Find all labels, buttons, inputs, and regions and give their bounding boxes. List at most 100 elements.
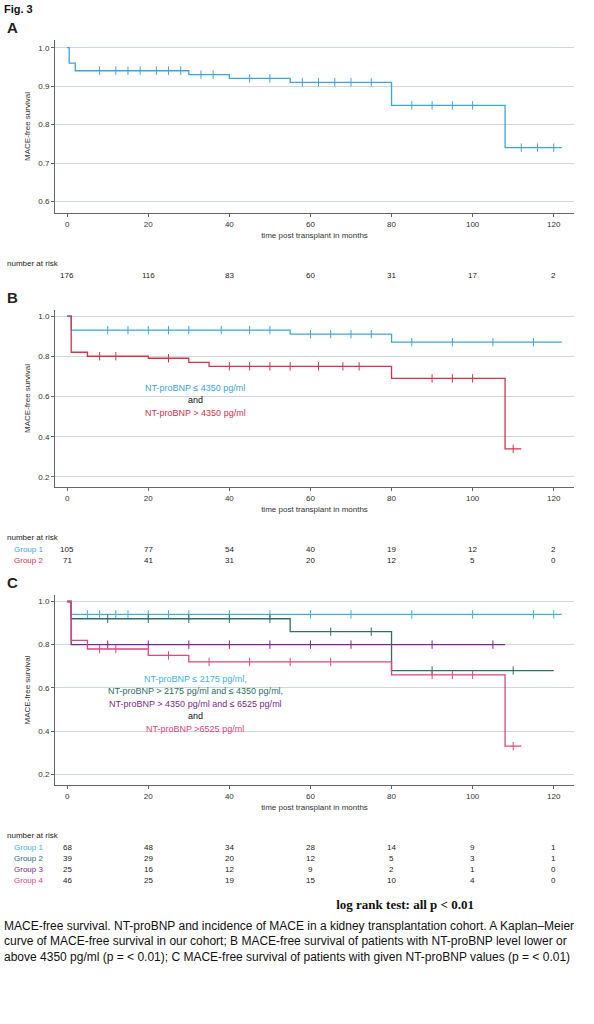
svg-text:25: 25: [144, 876, 153, 885]
svg-text:39: 39: [63, 854, 72, 863]
svg-text:120: 120: [547, 792, 561, 801]
svg-text:20: 20: [306, 556, 315, 565]
svg-text:0.6: 0.6: [38, 197, 50, 206]
svg-text:0.9: 0.9: [38, 82, 50, 91]
svg-text:1: 1: [551, 854, 556, 863]
svg-text:0: 0: [65, 792, 70, 801]
svg-text:2: 2: [551, 271, 556, 280]
svg-text:number at risk: number at risk: [7, 259, 59, 268]
svg-text:0: 0: [65, 220, 70, 229]
svg-text:80: 80: [387, 494, 396, 503]
svg-text:number at risk: number at risk: [7, 831, 59, 840]
svg-text:0.2: 0.2: [38, 473, 50, 482]
svg-text:MACE-free survival: MACE-free survival: [23, 655, 32, 724]
svg-text:14: 14: [387, 843, 396, 852]
svg-text:time post transplant in months: time post transplant in months: [261, 505, 368, 514]
svg-text:NT-proBNP >6525 pg/ml: NT-proBNP >6525 pg/ml: [146, 724, 244, 734]
svg-text:0.8: 0.8: [38, 120, 50, 129]
svg-text:Group 4: Group 4: [14, 876, 43, 885]
svg-text:20: 20: [225, 854, 234, 863]
svg-text:2: 2: [389, 865, 394, 874]
svg-text:Group 1: Group 1: [14, 545, 43, 554]
svg-text:176: 176: [60, 271, 74, 280]
svg-text:Group 1: Group 1: [14, 843, 43, 852]
svg-text:Group 3: Group 3: [14, 865, 43, 874]
svg-text:60: 60: [306, 792, 315, 801]
svg-text:17: 17: [468, 271, 477, 280]
svg-text:C: C: [7, 574, 18, 591]
svg-text:71: 71: [63, 556, 72, 565]
svg-text:46: 46: [63, 876, 72, 885]
svg-text:0.7: 0.7: [38, 159, 50, 168]
svg-text:100: 100: [466, 494, 480, 503]
svg-text:1: 1: [470, 865, 475, 874]
svg-text:83: 83: [225, 271, 234, 280]
svg-text:0.6: 0.6: [38, 684, 50, 693]
svg-text:41: 41: [144, 556, 153, 565]
svg-text:number at risk: number at risk: [7, 533, 59, 542]
svg-text:60: 60: [306, 271, 315, 280]
svg-text:20: 20: [144, 220, 153, 229]
svg-text:77: 77: [144, 545, 153, 554]
svg-text:40: 40: [225, 494, 234, 503]
svg-text:NT-proBNP > 2175 pg/ml and ≤ 4: NT-proBNP > 2175 pg/ml and ≤ 4350 pg/ml,: [108, 686, 283, 696]
svg-text:20: 20: [144, 494, 153, 503]
svg-text:15: 15: [306, 876, 315, 885]
svg-text:Group 2: Group 2: [14, 556, 43, 565]
svg-text:3: 3: [470, 854, 475, 863]
svg-text:Group 2: Group 2: [14, 854, 43, 863]
svg-text:120: 120: [547, 494, 561, 503]
svg-text:12: 12: [387, 556, 396, 565]
svg-text:28: 28: [306, 843, 315, 852]
svg-text:12: 12: [306, 854, 315, 863]
svg-text:40: 40: [225, 792, 234, 801]
svg-text:12: 12: [468, 545, 477, 554]
svg-text:116: 116: [142, 271, 155, 280]
svg-text:0: 0: [551, 556, 556, 565]
svg-text:16: 16: [144, 865, 153, 874]
svg-text:0: 0: [551, 865, 556, 874]
svg-text:NT-proBNP > 4350 pg/ml: NT-proBNP > 4350 pg/ml: [145, 408, 246, 418]
svg-text:0: 0: [551, 876, 556, 885]
svg-text:0.8: 0.8: [38, 352, 50, 361]
svg-text:31: 31: [387, 271, 396, 280]
svg-text:4: 4: [470, 876, 475, 885]
svg-text:NT-proBNP > 4350 pg/ml and ≤ 6: NT-proBNP > 4350 pg/ml and ≤ 6525 pg/ml: [109, 699, 282, 709]
svg-text:5: 5: [389, 854, 394, 863]
svg-text:31: 31: [225, 556, 234, 565]
svg-text:and: and: [188, 395, 203, 405]
svg-text:5: 5: [470, 556, 475, 565]
svg-text:29: 29: [144, 854, 153, 863]
svg-text:80: 80: [387, 220, 396, 229]
svg-text:1.0: 1.0: [38, 312, 50, 321]
svg-text:120: 120: [547, 220, 561, 229]
svg-text:MACE-free survival: MACE-free survival: [23, 92, 32, 161]
svg-text:0.2: 0.2: [38, 770, 50, 779]
svg-text:and: and: [188, 711, 203, 721]
svg-text:100: 100: [466, 220, 480, 229]
svg-text:80: 80: [387, 792, 396, 801]
svg-text:40: 40: [225, 220, 234, 229]
svg-text:20: 20: [144, 792, 153, 801]
svg-text:12: 12: [225, 865, 234, 874]
svg-text:NT-proBNP ≤ 2175 pg/ml,: NT-proBNP ≤ 2175 pg/ml,: [144, 674, 247, 684]
svg-text:A: A: [7, 19, 18, 36]
svg-text:9: 9: [308, 865, 313, 874]
svg-text:0.6: 0.6: [38, 392, 50, 401]
svg-text:105: 105: [60, 545, 74, 554]
svg-text:0.8: 0.8: [38, 640, 50, 649]
svg-text:time post transplant in months: time post transplant in months: [261, 231, 368, 240]
svg-text:2: 2: [551, 545, 556, 554]
svg-text:1.0: 1.0: [38, 43, 50, 52]
svg-text:0.4: 0.4: [38, 727, 50, 736]
svg-text:MACE-free survival: MACE-free survival: [23, 364, 32, 433]
svg-text:NT-proBNP ≤ 4350 pg/ml: NT-proBNP ≤ 4350 pg/ml: [145, 383, 245, 393]
svg-text:time post transplant in months: time post transplant in months: [261, 803, 368, 812]
svg-text:19: 19: [387, 545, 396, 554]
svg-text:40: 40: [306, 545, 315, 554]
svg-text:68: 68: [63, 843, 72, 852]
svg-text:1.0: 1.0: [38, 597, 50, 606]
svg-text:19: 19: [225, 876, 234, 885]
svg-text:10: 10: [387, 876, 396, 885]
svg-text:60: 60: [306, 220, 315, 229]
